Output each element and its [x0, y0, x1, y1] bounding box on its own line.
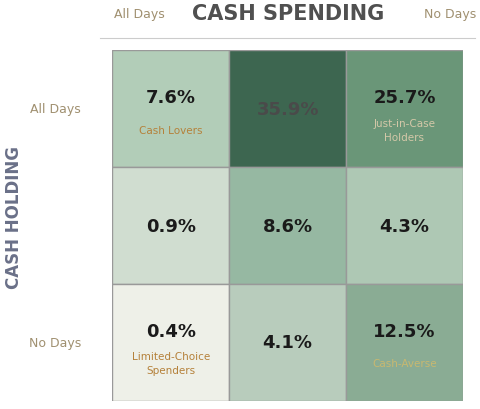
Text: 12.5%: 12.5%: [372, 322, 435, 340]
Bar: [345, 51, 462, 168]
Text: CASH HOLDING: CASH HOLDING: [5, 146, 24, 288]
Text: 25.7%: 25.7%: [372, 89, 435, 107]
Bar: [112, 168, 229, 284]
Text: Limited-Choice
Spenders: Limited-Choice Spenders: [132, 352, 209, 375]
Text: No Days: No Days: [423, 8, 475, 21]
Text: 0.4%: 0.4%: [145, 322, 195, 340]
Bar: [345, 284, 462, 401]
Text: 35.9%: 35.9%: [256, 101, 318, 118]
Text: 4.1%: 4.1%: [262, 334, 312, 351]
Text: Just-in-Case
Holders: Just-in-Case Holders: [372, 119, 434, 142]
Bar: [112, 284, 229, 401]
Text: 4.3%: 4.3%: [379, 217, 429, 235]
Text: 0.9%: 0.9%: [145, 217, 195, 235]
Text: 8.6%: 8.6%: [262, 217, 312, 235]
Bar: [229, 51, 345, 168]
Text: CASH SPENDING: CASH SPENDING: [191, 4, 383, 24]
Text: All Days: All Days: [30, 103, 81, 116]
Text: Cash-Averse: Cash-Averse: [372, 359, 436, 369]
Text: Cash Lovers: Cash Lovers: [139, 126, 202, 135]
Bar: [345, 168, 462, 284]
Text: No Days: No Days: [29, 336, 81, 349]
Bar: [229, 168, 345, 284]
Text: 7.6%: 7.6%: [145, 89, 195, 107]
Bar: [229, 284, 345, 401]
Text: All Days: All Days: [114, 8, 165, 21]
Bar: [112, 51, 229, 168]
